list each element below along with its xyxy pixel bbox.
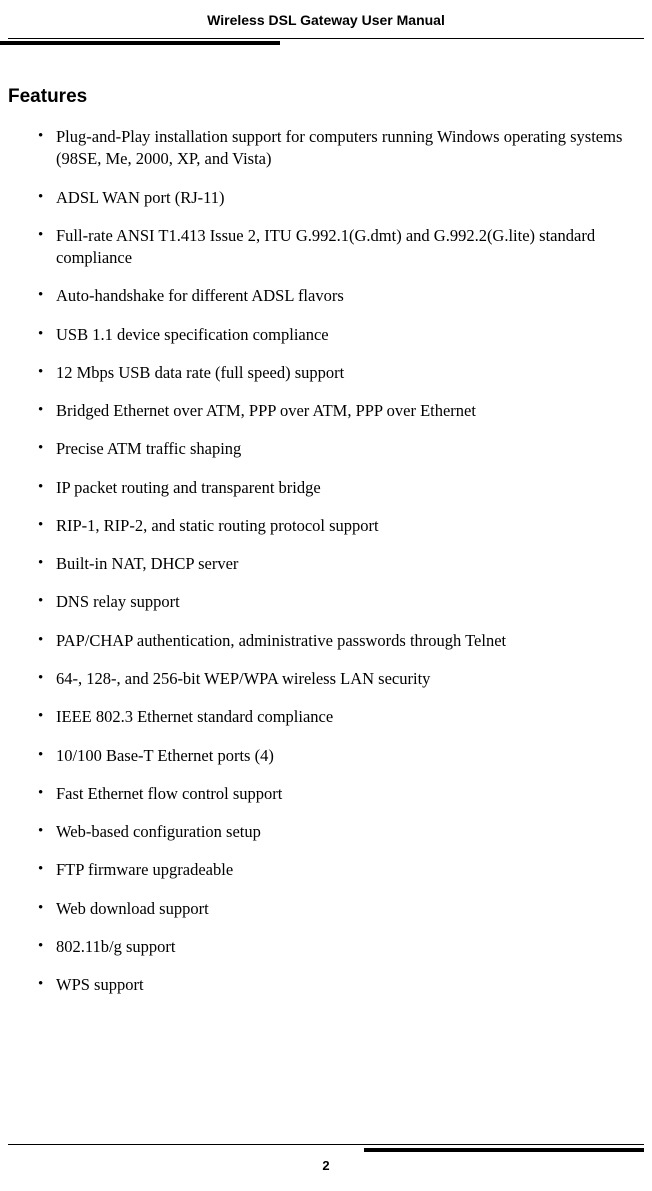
header-rule-thin	[8, 38, 644, 39]
footer-rule-thick	[364, 1148, 644, 1152]
list-item: 10/100 Base-T Ethernet ports (4)	[56, 745, 644, 767]
list-item: PAP/CHAP authentication, administrative …	[56, 630, 644, 652]
list-item: WPS support	[56, 974, 644, 996]
header-title: Wireless DSL Gateway User Manual	[0, 12, 652, 28]
list-item: Bridged Ethernet over ATM, PPP over ATM,…	[56, 400, 644, 422]
page-content: Features Plug-and-Play installation supp…	[0, 46, 652, 996]
list-item: 12 Mbps USB data rate (full speed) suppo…	[56, 362, 644, 384]
list-item: Built-in NAT, DHCP server	[56, 553, 644, 575]
page-header: Wireless DSL Gateway User Manual	[0, 0, 652, 46]
header-rule-thick	[0, 41, 280, 45]
list-item: Fast Ethernet flow control support	[56, 783, 644, 805]
list-item: Full-rate ANSI T1.413 Issue 2, ITU G.992…	[56, 225, 644, 270]
list-item: Precise ATM traffic shaping	[56, 438, 644, 460]
list-item: 802.11b/g support	[56, 936, 644, 958]
list-item: Auto-handshake for different ADSL flavor…	[56, 285, 644, 307]
page-footer: 2	[0, 1144, 652, 1173]
page-number: 2	[0, 1158, 652, 1173]
section-heading: Features	[8, 86, 644, 108]
feature-list: Plug-and-Play installation support for c…	[8, 126, 644, 996]
list-item: USB 1.1 device specification compliance	[56, 324, 644, 346]
header-rule	[0, 38, 652, 46]
list-item: IEEE 802.3 Ethernet standard compliance	[56, 706, 644, 728]
list-item: ADSL WAN port (RJ-11)	[56, 187, 644, 209]
footer-rule-thin	[8, 1144, 644, 1145]
footer-rule	[0, 1144, 652, 1152]
list-item: DNS relay support	[56, 591, 644, 613]
list-item: Web-based configuration setup	[56, 821, 644, 843]
list-item: 64-, 128-, and 256-bit WEP/WPA wireless …	[56, 668, 644, 690]
list-item: RIP-1, RIP-2, and static routing protoco…	[56, 515, 644, 537]
list-item: Web download support	[56, 898, 644, 920]
list-item: IP packet routing and transparent bridge	[56, 477, 644, 499]
list-item: FTP firmware upgradeable	[56, 859, 644, 881]
list-item: Plug-and-Play installation support for c…	[56, 126, 644, 171]
